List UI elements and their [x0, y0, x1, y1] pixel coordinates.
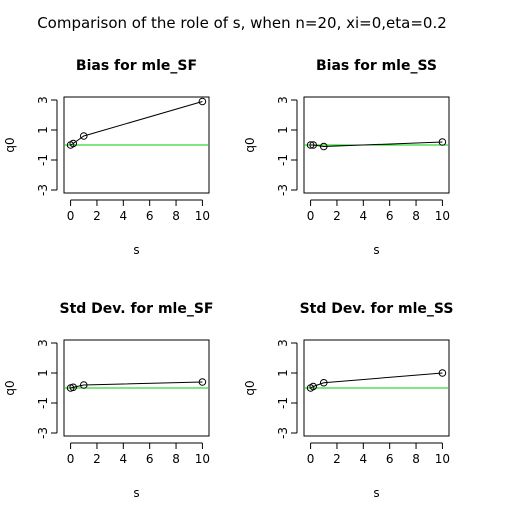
data-point	[319, 378, 328, 387]
data-point	[319, 142, 328, 151]
data-point	[438, 138, 447, 146]
panel-4: Std Dev. for mle_SS 0 2 4 6 8 10 -3 -1 1 3 s q0	[243, 301, 453, 500]
x-tick-label: 6	[386, 452, 394, 466]
y-axis-label: q0	[3, 137, 17, 152]
y-tick-label: -3	[276, 427, 290, 439]
y-axis-label: q0	[243, 380, 257, 395]
x-axis-label: s	[133, 243, 139, 257]
x-tick-label: 0	[307, 209, 315, 223]
y-tick-label: 1	[276, 369, 290, 377]
y-tick-label: 1	[36, 369, 50, 377]
y-tick-label: -1	[36, 397, 50, 409]
data-point	[438, 369, 447, 377]
x-tick-label: 4	[119, 209, 127, 223]
y-tick-label: -1	[276, 154, 290, 166]
x-tick-label: 0	[67, 209, 75, 223]
x-tick-label: 10	[435, 209, 450, 223]
x-tick-label: 2	[93, 452, 101, 466]
x-tick-label: 2	[93, 209, 101, 223]
y-tick-label: 1	[36, 126, 50, 134]
x-tick-label: 10	[435, 452, 450, 466]
x-axis-label: s	[133, 486, 139, 500]
x-tick-label: 8	[172, 209, 180, 223]
y-tick-label: 3	[276, 96, 290, 104]
y-tick-label: -3	[36, 427, 50, 439]
data-point	[309, 382, 318, 391]
x-tick-label: 6	[386, 209, 394, 223]
x-tick-label: 8	[412, 452, 420, 466]
panel-1: Bias for mle_SF 0 2 4 6 8 10 -3 -1 1 3 s q0	[3, 58, 210, 257]
data-point	[309, 141, 318, 149]
y-tick-label: -3	[36, 184, 50, 196]
y-tick-label: 1	[276, 126, 290, 134]
data-point	[79, 381, 88, 389]
y-tick-label: 3	[36, 339, 50, 347]
x-tick-label: 10	[195, 452, 210, 466]
data-point	[198, 378, 207, 386]
y-axis-label: q0	[243, 137, 257, 152]
panel-title: Std Dev. for mle_SS	[300, 301, 454, 317]
x-axis-label: s	[373, 486, 379, 500]
x-tick-label: 6	[146, 452, 154, 466]
data-point	[69, 383, 78, 392]
series-line	[70, 381, 203, 389]
x-tick-label: 2	[333, 452, 341, 466]
y-tick-label: -1	[276, 397, 290, 409]
x-tick-label: 10	[195, 209, 210, 223]
panel-3: Std Dev. for mle_SF 0 2 4 6 8 10 -3 -1 1 3 s q0	[3, 301, 213, 500]
series-line	[310, 141, 443, 148]
y-tick-label: 3	[36, 96, 50, 104]
data-point	[198, 97, 207, 106]
series-line	[70, 101, 203, 146]
x-tick-label: 2	[333, 209, 341, 223]
panel-title: Bias for mle_SS	[316, 58, 437, 74]
data-point	[69, 139, 78, 148]
x-tick-label: 0	[307, 452, 315, 466]
y-tick-label: 3	[276, 339, 290, 347]
x-tick-label: 6	[146, 209, 154, 223]
panel-title: Std Dev. for mle_SF	[60, 301, 214, 317]
x-tick-label: 8	[412, 209, 420, 223]
series-line	[310, 372, 443, 389]
y-tick-label: -1	[36, 154, 50, 166]
panel-title: Bias for mle_SF	[76, 58, 197, 74]
main-title: Comparison of the role of s, when n=20, …	[37, 14, 447, 32]
x-tick-label: 4	[359, 209, 367, 223]
x-tick-label: 0	[67, 452, 75, 466]
y-axis-label: q0	[3, 380, 17, 395]
x-tick-label: 8	[172, 452, 180, 466]
y-tick-label: -3	[276, 184, 290, 196]
data-point	[306, 141, 315, 149]
data-point	[79, 132, 88, 140]
panel-2: Bias for mle_SS 0 2 4 6 8 10 -3 -1 1 3 s q0	[243, 58, 450, 257]
x-axis-label: s	[373, 243, 379, 257]
x-tick-label: 4	[119, 452, 127, 466]
x-tick-label: 4	[359, 452, 367, 466]
